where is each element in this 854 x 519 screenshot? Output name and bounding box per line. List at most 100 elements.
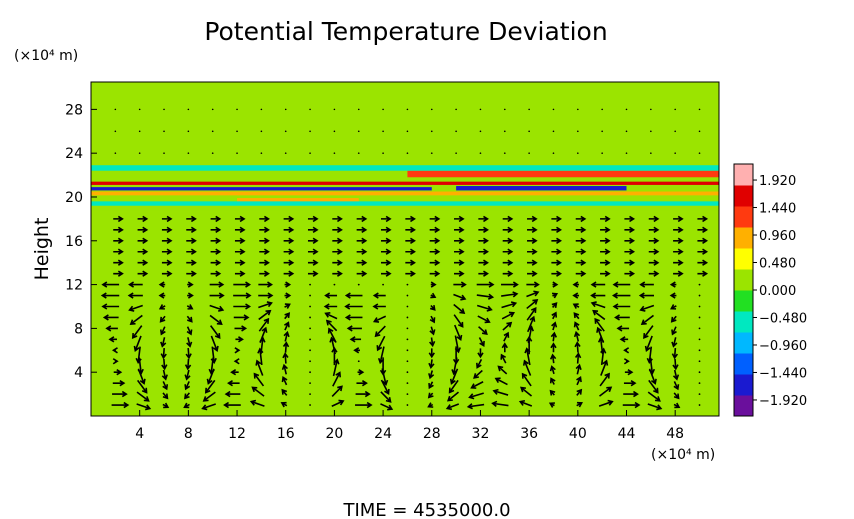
x-tick-label-11: 48: [666, 426, 684, 442]
vector-20: [136, 379, 148, 394]
vector-272: [470, 381, 484, 389]
vector-408: [648, 270, 660, 277]
vector-477: [333, 152, 336, 154]
vector-238: [428, 359, 435, 370]
vector-411: [648, 237, 660, 244]
vector-188: [344, 314, 363, 321]
vector-191: [357, 283, 360, 286]
vector-386: [614, 314, 630, 321]
x-tick-label-0: 4: [135, 426, 144, 442]
vector-152: [309, 316, 311, 319]
vector-47: [158, 281, 166, 288]
vector-403: [643, 325, 654, 339]
vector-291: [497, 365, 508, 375]
colorbar-tick-label-5: −0.480: [759, 311, 807, 326]
colorbar-swatch-2: [734, 353, 753, 375]
vector-413: [648, 215, 660, 223]
vector-278: [477, 315, 491, 324]
vector-368: [592, 309, 606, 321]
x-tick-label-10: 44: [618, 426, 636, 442]
vector-439: [698, 327, 701, 330]
vector-522: [698, 152, 701, 154]
vector-415: [673, 392, 680, 400]
vector-155: [309, 283, 311, 286]
vector-63: [186, 304, 194, 310]
vector-320: [527, 248, 538, 255]
vector-269: [454, 215, 465, 223]
vector-213: [380, 237, 392, 244]
vector-518: [650, 108, 652, 111]
vector-153: [309, 305, 311, 308]
vector-344: [576, 375, 582, 386]
vector-216: [406, 404, 409, 406]
y-tick-label-6: 28: [65, 102, 83, 118]
x-tick-label-5: 24: [374, 426, 392, 442]
vector-8: [102, 314, 119, 321]
vector-308: [521, 372, 532, 387]
vector-122: [259, 248, 270, 255]
vector-90: [223, 401, 241, 409]
vector-192: [356, 270, 368, 277]
vector-472: [284, 130, 287, 133]
vector-98: [233, 314, 250, 321]
vector-323: [527, 215, 538, 223]
vector-449: [697, 215, 709, 223]
vector-265: [454, 259, 465, 266]
vector-78: [210, 335, 219, 352]
heatmap-bands: [91, 156, 719, 216]
vector-196: [356, 226, 368, 234]
vector-429: [673, 237, 684, 244]
vector-440: [698, 316, 701, 319]
vector-448: [697, 226, 709, 234]
vector-171: [323, 303, 338, 310]
vector-136: [284, 292, 292, 299]
vector-369: [590, 301, 606, 309]
vector-466: [236, 130, 238, 133]
vector-361: [599, 386, 613, 397]
vector-289: [492, 388, 509, 396]
vector-338: [551, 248, 562, 255]
vector-454: [138, 130, 141, 133]
vector-355: [575, 259, 587, 266]
colorbar-swatch-9: [734, 206, 753, 228]
vector-471: [284, 152, 287, 154]
vector-508: [577, 130, 579, 133]
vector-239: [428, 348, 435, 359]
vector-106: [234, 226, 246, 234]
vector-367: [594, 317, 605, 332]
heatmap-band-4: [407, 170, 719, 178]
vector-205: [374, 325, 386, 338]
vector-453: [138, 152, 141, 154]
vector-329: [550, 342, 557, 353]
chart-title: Potential Temperature Deviation: [204, 17, 607, 46]
vector-266: [454, 248, 465, 255]
vector-254: [448, 379, 459, 394]
heatmap-band-0: [91, 181, 719, 185]
vector-34: [137, 226, 149, 234]
vector-9: [101, 303, 120, 310]
vector-179: [332, 215, 343, 223]
vector-114: [259, 326, 268, 344]
vector-458: [163, 108, 165, 111]
vector-183: [357, 369, 365, 376]
vector-514: [625, 130, 628, 133]
vector-82: [209, 292, 225, 299]
vector-62: [186, 315, 193, 323]
vector-242: [429, 315, 436, 324]
vector-149: [309, 349, 311, 352]
x-tick-label-2: 12: [228, 426, 246, 442]
vector-2: [112, 379, 126, 387]
vector-441: [698, 305, 701, 308]
vector-190: [344, 292, 363, 299]
vector-360: [598, 399, 614, 407]
vector-231: [405, 237, 416, 244]
vector-307: [520, 386, 533, 397]
vector-283: [478, 259, 489, 266]
vector-59: [185, 347, 192, 360]
vector-434: [698, 382, 701, 385]
vector-74: [204, 379, 216, 394]
vector-485: [382, 108, 384, 111]
vector-442: [698, 294, 701, 297]
vector-421: [671, 326, 677, 336]
vector-300: [502, 270, 514, 277]
